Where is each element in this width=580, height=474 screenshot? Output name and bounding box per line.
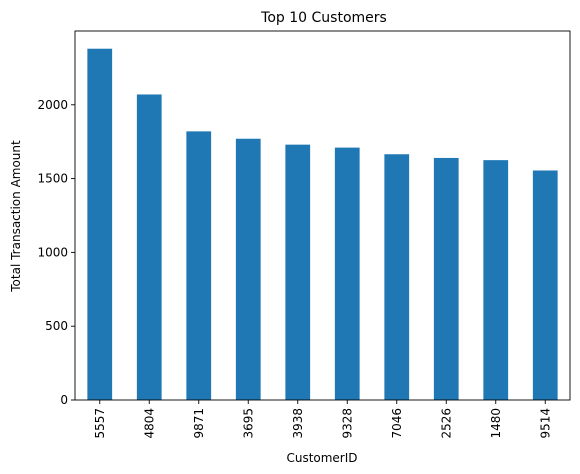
y-tick-label-500: 500 [45, 319, 68, 333]
x-tick-label-9871: 9871 [192, 408, 206, 439]
plot-frame [74, 30, 571, 401]
x-tick-label-3695: 3695 [241, 408, 255, 439]
chart-title: Top 10 Customers [260, 10, 387, 26]
x-tick-label-4804: 4804 [142, 408, 156, 439]
x-tick-label-9514: 9514 [538, 408, 552, 439]
x-tick-label-5557: 5557 [93, 408, 107, 439]
y-axis: 0 500 1000 1500 2000 [37, 98, 75, 407]
bar-9328 [334, 147, 360, 400]
y-tick-label-1500: 1500 [37, 172, 68, 186]
x-tick-label-1480: 1480 [489, 408, 503, 439]
x-axis: 5557 4804 9871 3695 3938 9328 7046 2526 1480 9514 [93, 400, 552, 439]
bar-3938 [285, 144, 311, 400]
bar-9514 [532, 170, 558, 400]
bar-5557 [87, 48, 113, 400]
bar-7046 [384, 154, 410, 400]
bar-4804 [136, 94, 162, 400]
x-tick-label-2526: 2526 [439, 408, 453, 439]
y-tick-label-1000: 1000 [37, 245, 68, 259]
x-tick-label-7046: 7046 [390, 408, 404, 439]
bar-9871 [186, 131, 212, 401]
x-axis-label: CustomerID [286, 451, 357, 465]
y-tick-label-0: 0 [60, 393, 68, 407]
bar-3695 [235, 138, 261, 401]
x-tick-label-9328: 9328 [340, 408, 354, 439]
bars-group [87, 48, 558, 401]
bar-1480 [483, 160, 509, 400]
x-tick-label-3938: 3938 [291, 408, 305, 439]
y-tick-label-2000: 2000 [37, 98, 68, 112]
bar-2526 [433, 157, 459, 400]
y-axis-label: Total Transaction Amount [9, 140, 23, 293]
